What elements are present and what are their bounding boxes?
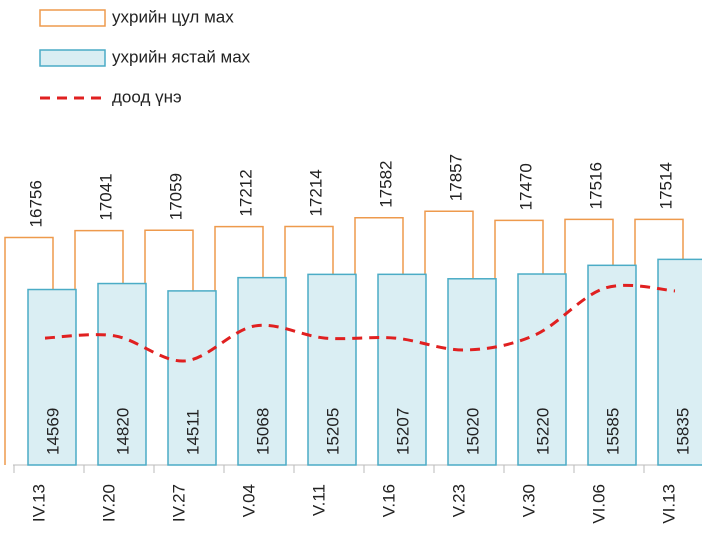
value-label: 16756 [26,180,45,227]
line [44,283,676,363]
value-label: 15835 [673,408,692,455]
x-tick-label: V.04 [239,484,258,517]
value-label: 15220 [533,408,552,455]
value-label: 17212 [236,169,255,216]
bar [97,282,147,466]
value-label: 17214 [306,169,325,216]
x-tick-label: VI.06 [589,484,608,524]
value-label: 17041 [96,173,115,220]
bar [657,258,702,466]
value-label: 17857 [446,154,465,201]
x-tick-label: V.23 [449,484,468,517]
x-tick-label: V.16 [379,484,398,517]
legend-swatch [39,9,106,27]
x-tick-label: V.30 [519,484,538,517]
bar [237,276,287,466]
value-label: 15020 [463,408,482,455]
x-tick-label: VI.13 [659,484,678,524]
value-label: 14511 [183,409,202,455]
bar [517,273,567,466]
bar [447,278,497,466]
value-label: 14569 [43,408,62,455]
legend-label: ухрийн цул мах [112,7,234,26]
value-label: 14820 [113,408,132,455]
bar [167,290,217,466]
x-tick-label: V.11 [309,484,328,516]
x-tick-label: IV.27 [169,484,188,522]
value-label: 15068 [253,408,272,455]
legend-label: доод үнэ [112,87,182,106]
legend-swatch [39,49,106,67]
value-label: 17470 [516,163,535,210]
value-label: 17514 [656,162,675,209]
value-label: 17582 [376,160,395,207]
value-label: 15585 [603,408,622,455]
bar [307,273,357,466]
legend-label: ухрийн ястай мах [112,47,251,66]
bar [587,264,637,466]
x-tick-label: IV.20 [99,484,118,522]
value-label: 17516 [586,162,605,209]
value-label: 15205 [323,408,342,455]
bar [27,288,77,466]
value-label: 17059 [166,173,185,220]
value-label: 15207 [393,408,412,455]
bar [377,273,427,466]
x-tick-label: IV.13 [29,484,48,522]
